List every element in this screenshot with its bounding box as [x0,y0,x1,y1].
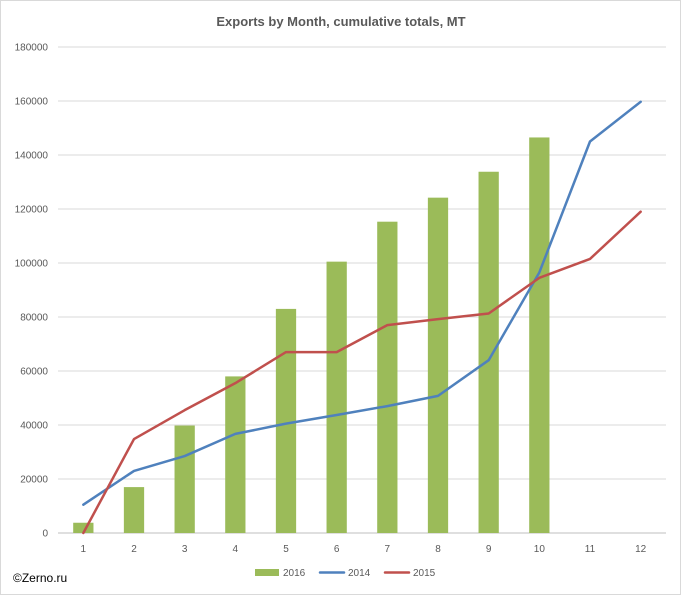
y-tick-label: 160000 [15,97,49,108]
y-tick-label: 100000 [15,259,49,270]
y-tick-label: 40000 [20,421,48,432]
chart-title: Exports by Month, cumulative totals, MT [216,14,465,29]
x-tick-label: 11 [585,544,596,555]
bar [326,261,347,533]
x-tick-label: 1 [81,544,87,555]
legend-label: 2014 [348,568,371,579]
x-tick-label: 12 [635,544,647,555]
x-tick-label: 3 [182,544,188,555]
y-tick-label: 80000 [20,313,48,324]
y-tick-label: 120000 [15,205,49,216]
legend-key-2016 [255,569,279,576]
bar [174,425,195,533]
x-tick-label: 10 [534,544,546,555]
bar [427,197,449,533]
y-tick-label: 20000 [20,475,48,486]
y-tick-label: 180000 [15,43,49,54]
bar [123,487,145,533]
bar [529,137,550,533]
series-line-2014 [82,100,642,506]
legend-label: 2015 [413,568,436,579]
x-tick-label: 6 [334,544,340,555]
x-tick-label: 7 [385,544,391,555]
y-tick-label: 60000 [20,367,48,378]
gridlines [58,46,666,534]
bar [73,522,94,533]
watermark-text: ©Zerno.ru [13,571,67,585]
bar-series [73,137,550,534]
y-axis-ticks: 0 20000 40000 60000 80000 100000 120000 140000 1… [15,43,49,540]
x-tick-label: 9 [486,544,492,555]
bar [478,171,499,534]
y-tick-label: 140000 [15,151,49,162]
line-series [82,100,642,535]
legend: 2016 2014 2015 [255,568,436,579]
x-axis-ticks: 1 2 3 4 5 6 7 8 9 10 11 12 [81,544,647,555]
series-line-2015 [82,210,642,535]
bar [225,376,246,533]
y-tick-label: 0 [42,529,48,540]
x-tick-label: 2 [131,544,137,555]
x-tick-label: 5 [283,544,289,555]
bar [275,308,297,533]
x-tick-label: 4 [233,544,239,555]
bar [377,221,398,533]
legend-label: 2016 [283,568,306,579]
x-tick-label: 8 [435,544,441,555]
